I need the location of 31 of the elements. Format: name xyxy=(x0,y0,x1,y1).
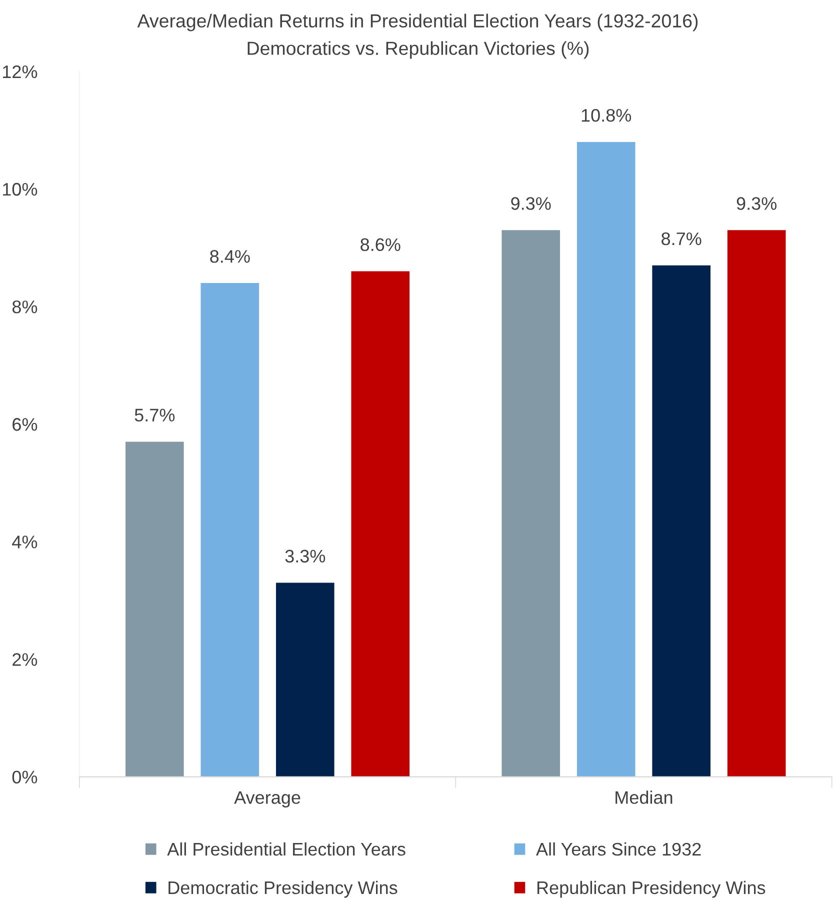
data-label: 8.7% xyxy=(662,232,702,246)
legend-label: All Presidential Election Years xyxy=(167,842,406,856)
chart-title: Average/Median Returns in Presidential Election Years (1932-2016) xyxy=(137,14,698,32)
chart-subtitle: Democratics vs. Republican Victories (%) xyxy=(248,41,589,59)
bar xyxy=(576,142,636,777)
bar xyxy=(276,582,334,777)
x-tick-label: Median xyxy=(616,790,672,804)
data-label: 3.3% xyxy=(285,550,326,563)
y-tick-label: 6% xyxy=(12,418,38,431)
bar xyxy=(200,283,260,777)
data-label: 8.4% xyxy=(210,250,250,263)
legend-label: Democratic Presidency Wins xyxy=(168,880,398,898)
y-tick-label: 8% xyxy=(12,300,38,314)
y-tick-label: 0% xyxy=(12,770,38,784)
data-label: 9.3% xyxy=(511,197,551,210)
y-tick-label: 10% xyxy=(2,182,38,196)
bar xyxy=(727,230,786,777)
x-tick-label: Average xyxy=(234,791,300,808)
data-label: 10.8% xyxy=(582,108,632,122)
y-tick-label: 2% xyxy=(12,653,38,666)
legend-label: All Years Since 1932 xyxy=(536,842,701,856)
data-label: 5.7% xyxy=(134,408,175,422)
data-label: 8.6% xyxy=(360,238,400,252)
bar xyxy=(652,265,710,777)
bar xyxy=(126,442,184,777)
data-label: 9.3% xyxy=(736,197,777,210)
bar xyxy=(502,230,560,777)
bar xyxy=(351,271,410,777)
legend-label: Republican Presidency Wins xyxy=(537,880,766,898)
y-tick-label: 12% xyxy=(2,65,38,78)
y-tick-label: 4% xyxy=(12,536,38,548)
